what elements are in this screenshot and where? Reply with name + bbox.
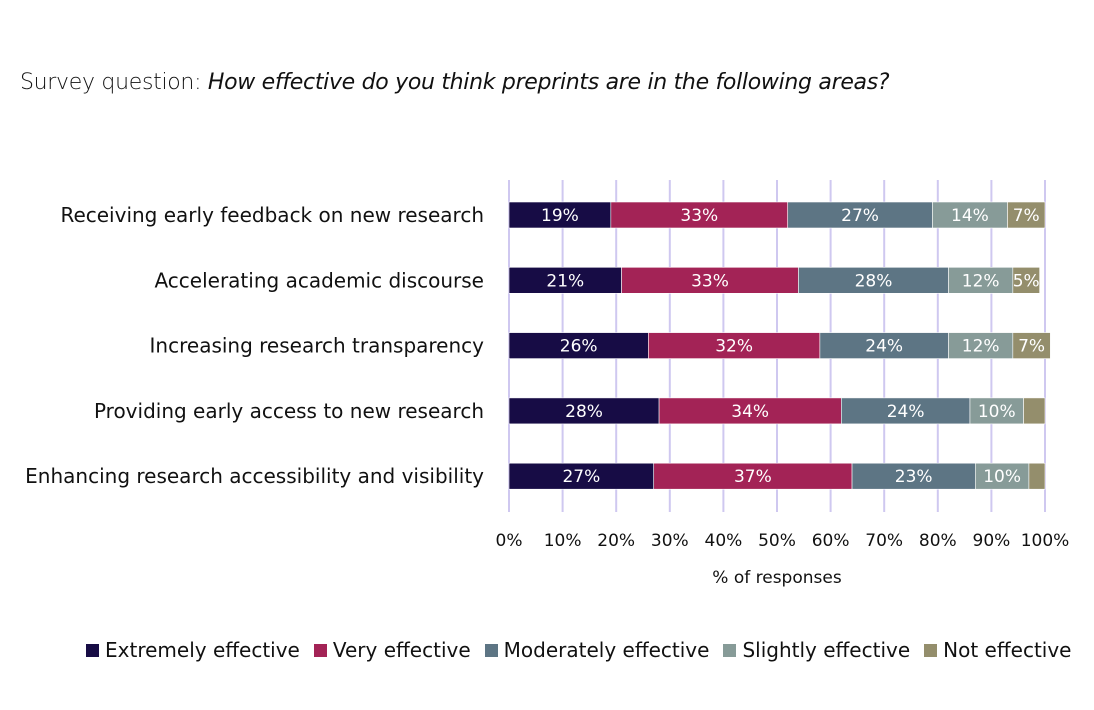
data-label: 27% bbox=[562, 467, 600, 487]
bar-segment bbox=[1012, 332, 1051, 359]
data-label: 32% bbox=[715, 337, 753, 357]
bar-segment bbox=[1023, 397, 1046, 425]
data-label: 12% bbox=[962, 271, 1000, 291]
legend-label: Extremely effective bbox=[105, 638, 300, 662]
bar-segment bbox=[1007, 201, 1046, 229]
data-label: 26% bbox=[560, 337, 598, 357]
legend-swatch bbox=[484, 643, 498, 657]
bar-segment bbox=[508, 462, 655, 490]
legend-swatch bbox=[924, 643, 938, 657]
data-label: 7% bbox=[1018, 337, 1045, 357]
legend: Extremely effective Very effective Moderat… bbox=[86, 638, 1071, 662]
x-tick-label: 0% bbox=[496, 531, 523, 551]
legend-item: Not effective bbox=[924, 638, 1071, 662]
x-tick-label: 40% bbox=[705, 531, 743, 551]
bar-segment bbox=[798, 266, 949, 294]
bar-segment bbox=[975, 462, 1030, 490]
data-label: 34% bbox=[731, 402, 769, 422]
category-label: Increasing research transparency bbox=[150, 334, 485, 358]
legend-label: Very effective bbox=[332, 638, 471, 662]
x-axis-label: % of responses bbox=[712, 568, 842, 588]
data-label: 5% bbox=[1013, 271, 1040, 291]
bar-segment bbox=[851, 462, 976, 490]
legend-label: Moderately effective bbox=[503, 638, 710, 662]
bar-segment bbox=[621, 266, 799, 294]
legend-item: Very effective bbox=[313, 638, 471, 662]
category-label: Enhancing research accessibility and vis… bbox=[25, 464, 484, 488]
data-label: 23% bbox=[895, 467, 933, 487]
bar-segment bbox=[508, 201, 612, 229]
bar-segment bbox=[787, 201, 933, 229]
bar-segment bbox=[653, 462, 853, 490]
x-tick-label: 70% bbox=[865, 531, 903, 551]
bar-segment bbox=[508, 332, 649, 359]
category-label: Providing early access to new research bbox=[94, 399, 484, 423]
x-tick-label: 10% bbox=[544, 531, 582, 551]
data-label: 27% bbox=[841, 206, 879, 226]
bar-segment bbox=[1028, 462, 1046, 490]
legend-item: Extremely effective bbox=[86, 638, 300, 662]
x-tick-label: 90% bbox=[973, 531, 1011, 551]
legend-swatch bbox=[723, 643, 737, 657]
bar-segment bbox=[948, 266, 1014, 294]
data-label: 21% bbox=[546, 271, 584, 291]
data-label: 28% bbox=[565, 402, 603, 422]
legend-item: Moderately effective bbox=[484, 638, 710, 662]
bar-segment bbox=[1012, 266, 1040, 294]
data-label: 33% bbox=[680, 206, 718, 226]
chart-title: Survey question: How effective do you th… bbox=[20, 70, 890, 95]
data-label: 14% bbox=[951, 206, 989, 226]
data-label: 33% bbox=[691, 271, 729, 291]
x-tick-label: 50% bbox=[758, 531, 796, 551]
data-label: 19% bbox=[541, 206, 579, 226]
bar-segment bbox=[508, 266, 622, 294]
data-label: 24% bbox=[865, 337, 903, 357]
legend-item: Slightly effective bbox=[723, 638, 910, 662]
data-label: 28% bbox=[855, 271, 893, 291]
data-label: 24% bbox=[887, 402, 925, 422]
legend-swatch bbox=[86, 643, 99, 657]
data-label: 10% bbox=[978, 402, 1016, 422]
x-tick-label: 60% bbox=[812, 531, 850, 551]
x-tick-label: 30% bbox=[651, 531, 689, 551]
x-tick-label: 100% bbox=[1021, 531, 1070, 551]
title-question: How effective do you think preprints are… bbox=[207, 70, 890, 95]
x-tick-label: 20% bbox=[597, 531, 635, 551]
data-label: 10% bbox=[983, 467, 1021, 487]
legend-label: Not effective bbox=[943, 638, 1072, 662]
data-label: 7% bbox=[1013, 206, 1040, 226]
legend-label: Slightly effective bbox=[742, 638, 911, 662]
bar-segment bbox=[841, 397, 971, 425]
category-label: Accelerating academic discourse bbox=[154, 268, 484, 292]
data-label: 37% bbox=[734, 467, 772, 487]
x-tick-label: 80% bbox=[919, 531, 957, 551]
bar-segment bbox=[610, 201, 789, 229]
bar-segment bbox=[969, 397, 1024, 425]
title-prefix: Survey question: bbox=[20, 70, 208, 95]
bar-segment bbox=[658, 397, 842, 425]
bar-segment bbox=[508, 397, 660, 425]
legend-swatch bbox=[313, 643, 327, 657]
category-label: Receiving early feedback on new research bbox=[60, 203, 484, 227]
data-label: 12% bbox=[962, 337, 1000, 357]
